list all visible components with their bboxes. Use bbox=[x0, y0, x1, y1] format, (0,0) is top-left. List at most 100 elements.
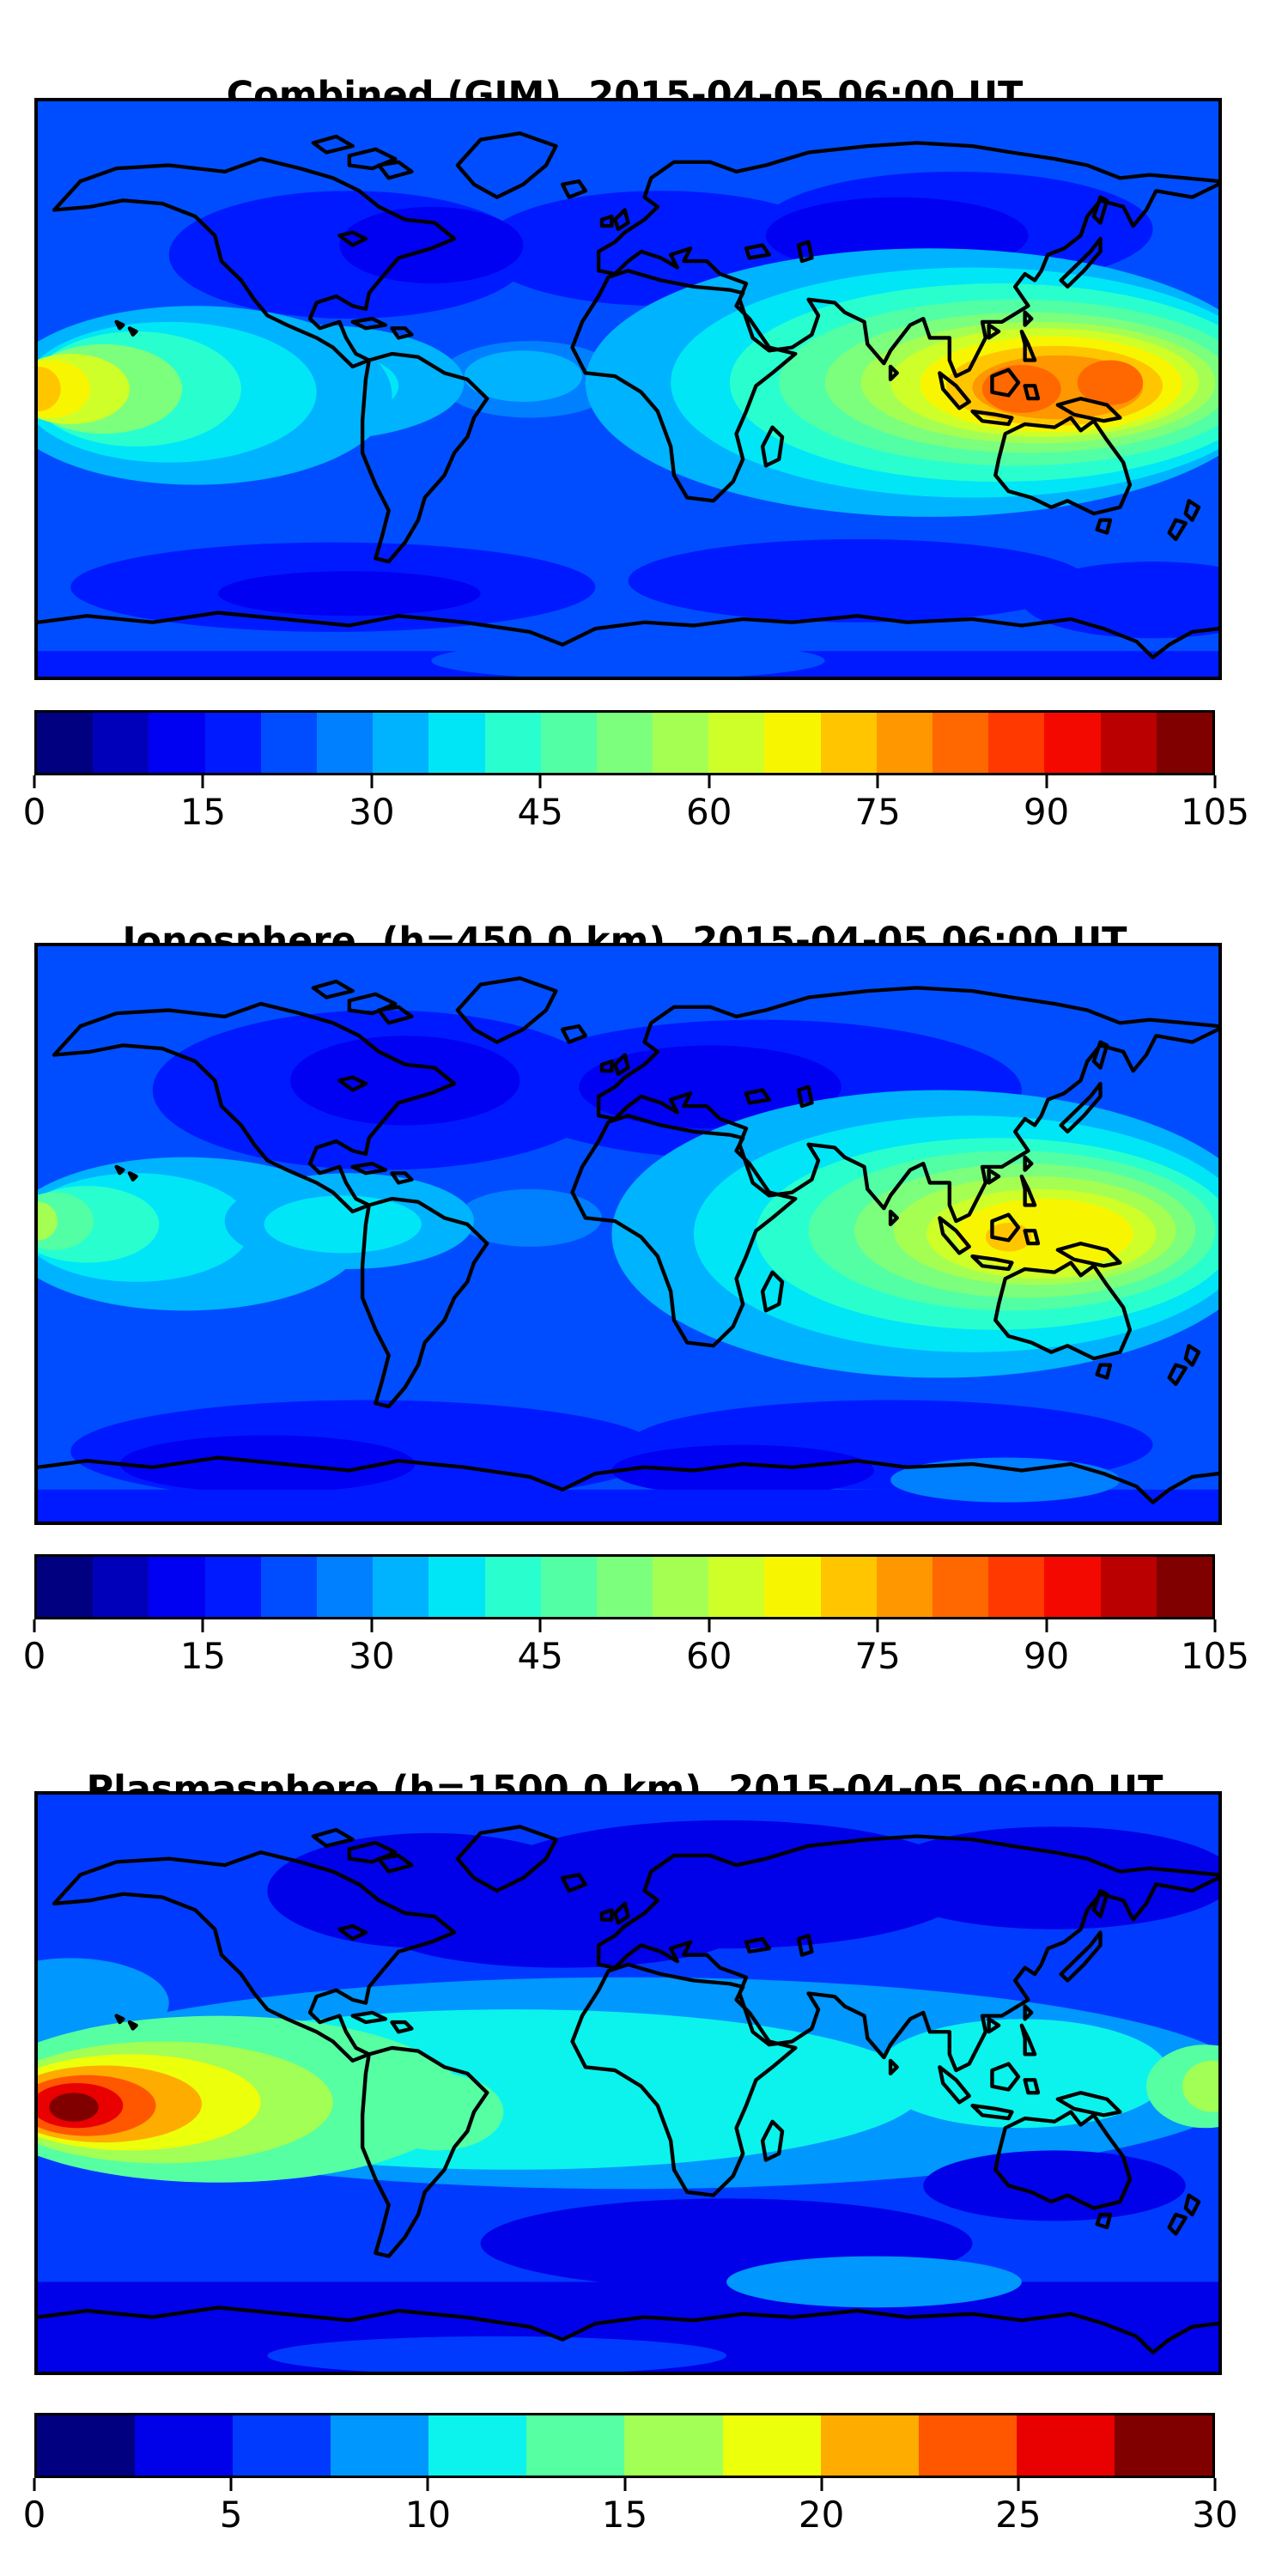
colorbar-segment bbox=[526, 2415, 625, 2476]
contour-region bbox=[218, 571, 481, 617]
world-map-combined-svg bbox=[38, 101, 1218, 677]
colorbar-gradient bbox=[34, 2413, 1215, 2478]
contour-region bbox=[339, 206, 524, 284]
colorbar-combined: 0 15 30 45 60 75 90 105 bbox=[23, 710, 1249, 832]
colorbar-segment bbox=[373, 713, 429, 773]
colorbar-segment bbox=[722, 2415, 821, 2476]
colorbar-tick-label: 45 bbox=[517, 1635, 564, 1677]
colorbar-segment bbox=[316, 713, 374, 773]
colorbar-tick bbox=[1213, 775, 1217, 788]
colorbar-tick bbox=[229, 2478, 233, 2491]
colorbar-tick-label: 105 bbox=[1180, 1635, 1250, 1677]
colorbar-tick bbox=[33, 1619, 36, 1632]
colorbar-tick bbox=[538, 1619, 542, 1632]
colorbar-segment bbox=[820, 1557, 877, 1617]
world-map-ionosphere-svg bbox=[38, 946, 1218, 1522]
contour-region bbox=[611, 1444, 874, 1497]
colorbar-segment bbox=[428, 713, 485, 773]
contour-region bbox=[464, 350, 583, 402]
colorbar-tick-label: 10 bbox=[404, 2494, 452, 2536]
colorbar-plasmasphere: 0 5 10 15 20 25 30 bbox=[23, 2413, 1238, 2535]
colorbar-segment bbox=[876, 1557, 933, 1617]
colorbar-tick-label: 60 bbox=[685, 791, 732, 833]
colorbar-tick-label: 0 bbox=[22, 1635, 46, 1677]
colorbar-segment bbox=[93, 713, 149, 773]
colorbar-segment bbox=[204, 713, 261, 773]
colorbar-segment bbox=[37, 2415, 136, 2476]
colorbar-ionosphere: 0 15 30 45 60 75 90 105 bbox=[23, 1554, 1249, 1676]
colorbar-segment bbox=[933, 713, 989, 773]
colorbar-segment bbox=[1044, 1557, 1101, 1617]
colorbar-segment bbox=[596, 713, 653, 773]
colorbar-segment bbox=[149, 713, 205, 773]
contour-region bbox=[264, 1195, 422, 1254]
colorbar-tick bbox=[201, 775, 204, 788]
colorbar-segment bbox=[540, 713, 597, 773]
colorbar-segment bbox=[149, 1557, 205, 1617]
colorbar-segment bbox=[1114, 2415, 1212, 2476]
colorbar-segment bbox=[653, 1557, 709, 1617]
colorbar-segment bbox=[331, 2415, 429, 2476]
contour-region bbox=[38, 1201, 58, 1241]
colorbar-segment bbox=[933, 1557, 989, 1617]
colorbar-tick-label: 30 bbox=[349, 791, 395, 833]
colorbar-segment bbox=[260, 713, 317, 773]
colorbar-segment bbox=[1156, 1557, 1212, 1617]
colorbar-segment bbox=[260, 1557, 317, 1617]
contour-region bbox=[49, 2093, 99, 2122]
colorbar-segment bbox=[37, 1557, 94, 1617]
contour-region bbox=[431, 641, 825, 677]
colorbar-segment bbox=[204, 1557, 261, 1617]
contour-region bbox=[873, 2019, 1170, 2129]
colorbar-tick bbox=[1213, 1619, 1217, 1632]
contour-region bbox=[38, 1826, 127, 1917]
colorbar-segment bbox=[1044, 713, 1101, 773]
colorbar-tick bbox=[1213, 2478, 1217, 2491]
colorbar-segment bbox=[37, 713, 94, 773]
colorbar-tick-label: 30 bbox=[1192, 2494, 1238, 2536]
contour-region bbox=[982, 365, 1061, 413]
colorbar-tick-label: 75 bbox=[854, 791, 901, 833]
contour-region bbox=[290, 1036, 520, 1126]
colorbar-tick-label: 20 bbox=[798, 2494, 845, 2536]
colorbar-tick bbox=[1017, 2478, 1020, 2491]
colorbar-segment bbox=[624, 2415, 723, 2476]
colorbar-tick-label: 30 bbox=[349, 1635, 395, 1677]
colorbar-segment bbox=[93, 1557, 149, 1617]
colorbar-tick-label: 15 bbox=[601, 2494, 648, 2536]
colorbar-tick bbox=[876, 775, 879, 788]
colorbar-tick-label: 90 bbox=[1023, 791, 1070, 833]
colorbar-tick-label: 90 bbox=[1023, 1635, 1070, 1677]
contour-region bbox=[923, 2150, 1186, 2221]
colorbar-tick bbox=[708, 775, 711, 788]
colorbar-tick bbox=[876, 1619, 879, 1632]
colorbar-tick bbox=[426, 2478, 429, 2491]
colorbar-segment bbox=[764, 1557, 821, 1617]
colorbar-tick bbox=[33, 2478, 36, 2491]
colorbar-segment bbox=[316, 1557, 374, 1617]
colorbar-tick bbox=[1045, 775, 1048, 788]
colorbar-segment bbox=[708, 1557, 765, 1617]
colorbar-tick bbox=[820, 2478, 823, 2491]
contour-region bbox=[1077, 360, 1144, 405]
world-map-plasmasphere-svg bbox=[38, 1795, 1218, 2372]
colorbar-segment bbox=[1016, 2415, 1115, 2476]
contour-region bbox=[985, 1222, 1032, 1252]
colorbar-segment bbox=[428, 2415, 527, 2476]
colorbar-tick bbox=[1045, 1619, 1048, 1632]
colorbar-segment bbox=[764, 713, 821, 773]
colorbar-segment bbox=[820, 713, 877, 773]
colorbar-tick bbox=[623, 2478, 626, 2491]
colorbar-tick-label: 0 bbox=[22, 2494, 46, 2536]
colorbar-tick bbox=[708, 1619, 711, 1632]
colorbar-segment bbox=[708, 713, 765, 773]
colorbar-tick bbox=[370, 775, 374, 788]
colorbar-segment bbox=[918, 2415, 1017, 2476]
map-combined bbox=[34, 98, 1222, 680]
colorbar-segment bbox=[596, 1557, 653, 1617]
colorbar-segment bbox=[484, 1557, 541, 1617]
colorbar-tick-label: 15 bbox=[179, 1635, 227, 1677]
contour-region bbox=[38, 366, 61, 412]
colorbar-tick-label: 60 bbox=[685, 1635, 732, 1677]
colorbar-tick bbox=[370, 1619, 374, 1632]
